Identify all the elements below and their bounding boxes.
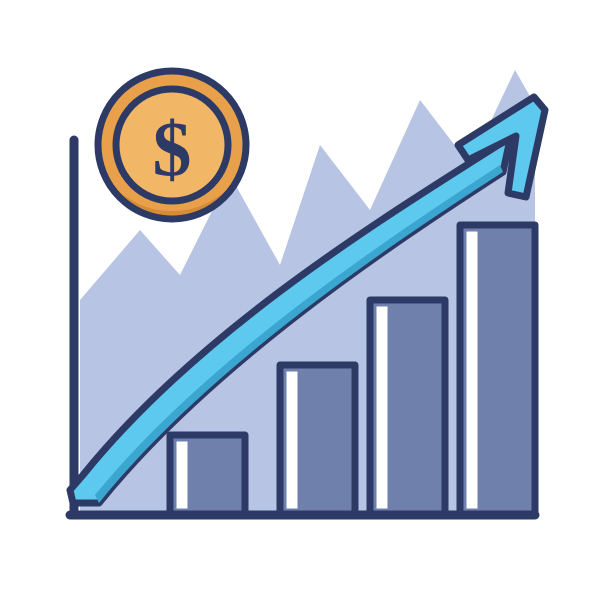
bar-highlight [377,307,388,509]
bar-highlight [467,232,478,509]
dollar-sign: $ [153,106,192,193]
bar-highlight [287,372,298,509]
bar-highlight [177,442,188,509]
financial-growth-infographic: $ [0,0,600,600]
dollar-coin-icon: $ [98,71,246,219]
